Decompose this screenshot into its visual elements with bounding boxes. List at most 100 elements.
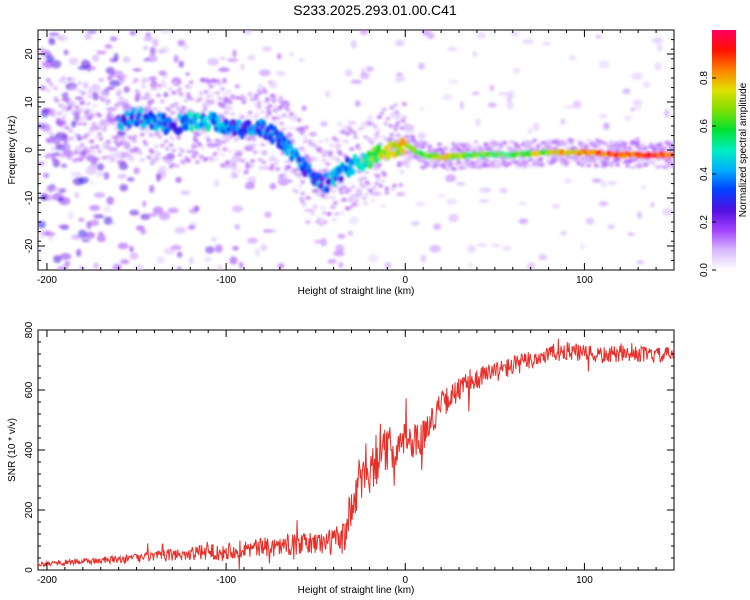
spectrogram-halo-blob (90, 149, 96, 154)
spectrogram-halo-blob (110, 113, 116, 118)
spectrogram-noise-blob (185, 72, 190, 76)
spectrogram-halo-blob (110, 157, 116, 162)
colorbar-axes: 0.0 0.2 0.4 0.6 0.8 (699, 71, 716, 277)
spectrogram-halo-blob (514, 159, 520, 164)
spectrogram-halo-blob (301, 202, 307, 207)
colorbar-tick-label: 0.0 (699, 263, 710, 277)
spectrogram-halo-blob (662, 165, 668, 170)
spectrogram-halo-blob (341, 130, 347, 135)
spectrogram-halo-blob (532, 138, 538, 143)
spectrogram-noise-blob (607, 224, 616, 230)
spectrogram-halo-blob (384, 186, 390, 191)
snr-panel: -200 -100 0 100 0 200 400 600 800 Height of stra… (7, 321, 675, 596)
spectrogram-halo-blob (271, 116, 277, 121)
spectrogram-halo-blob (118, 96, 124, 101)
spectrogram-halo-blob (68, 128, 74, 133)
spectrogram-noise-blob (487, 102, 497, 108)
spectrogram-halo-blob (368, 188, 374, 193)
spectrogram-noise-blob (532, 122, 540, 132)
spectrogram-halo-blob (88, 108, 94, 113)
spectrogram-halo-blob (70, 87, 76, 92)
spectrogram-noise-blob (459, 101, 465, 110)
spectrogram-halo-blob (610, 160, 616, 165)
spectrogram-noise-blob (219, 56, 226, 61)
spectrogram-halo-blob (381, 107, 387, 112)
spectrogram-halo-blob (260, 142, 266, 147)
spectrogram-noise-blob (468, 263, 473, 268)
spectrogram-noise-blob (140, 229, 147, 235)
spectrogram-ridge-blob (323, 171, 329, 179)
spectrogram-halo-blob (146, 96, 152, 101)
spectrogram-halo-blob (406, 158, 412, 163)
spectrogram-halo-blob (94, 156, 100, 161)
spectrogram-halo-blob (273, 158, 279, 163)
spectrogram-ridge-blob (306, 162, 312, 170)
spectrogram-noise-blob (232, 49, 237, 58)
spectrogram-noise-blob (77, 176, 90, 184)
spectrogram-halo-blob (134, 96, 140, 101)
spectrogram-halo-blob (374, 181, 380, 186)
spectrogram-noise-blob (50, 60, 62, 69)
spectrogram-halo-blob (227, 106, 233, 111)
spectrogram-halo-blob (189, 149, 195, 154)
spectrogram-halo-blob (518, 162, 524, 167)
spectrogram-halo-blob (72, 121, 78, 126)
spectrogram-noise-blob (57, 224, 69, 229)
spectrogram-halo-blob (253, 96, 259, 101)
spectrogram-halo-blob (342, 125, 348, 130)
spectrogram-halo-blob (186, 149, 192, 154)
spectrogram-halo-blob (635, 141, 641, 146)
spectrogram-noise-blob (149, 184, 155, 194)
spectrogram-noise-blob (39, 47, 46, 55)
spectrogram-halo-blob (289, 111, 295, 116)
spectrogram-noise-blob (129, 209, 140, 216)
spectrogram-halo-blob (536, 143, 542, 148)
spectrogram-halo-blob (44, 122, 50, 127)
spectrogram-halo-blob (115, 103, 121, 108)
spectrogram-halo-blob (77, 88, 83, 93)
spectrogram-halo-blob (370, 198, 376, 203)
spectrogram-halo-blob (375, 129, 381, 134)
spectrogram-noise-blob (419, 106, 424, 112)
spectrogram-noise-blob (96, 163, 105, 171)
spectrogram-halo-blob (223, 97, 229, 102)
spectrogram-noise-blob (176, 251, 183, 258)
spectrogram-noise-blob (133, 167, 140, 175)
spectrogram-noise-blob (180, 190, 191, 195)
spectrogram-noise-blob (642, 80, 651, 89)
spectrogram-halo-blob (336, 143, 342, 148)
spectrogram-noise-blob (135, 225, 145, 231)
spectrogram-halo-blob (341, 197, 347, 202)
spectrogram-halo-blob (321, 158, 327, 163)
spectrogram-halo-blob (426, 163, 432, 168)
spectrogram-halo-blob (193, 151, 199, 156)
spectrogram-halo-blob (586, 163, 592, 168)
spectrogram-noise-blob (170, 244, 182, 251)
spectrogram-noise-blob (160, 46, 170, 54)
spectrogram-halo-blob (237, 152, 243, 157)
spectrogram-halo-blob (248, 163, 254, 168)
spectrogram-halo-blob (314, 188, 320, 193)
spectrogram-halo-blob (272, 104, 278, 109)
spectrogram-noise-blob (563, 178, 573, 184)
spectrogram-halo-blob (84, 133, 90, 138)
spectrogram-noise-blob (230, 171, 239, 179)
spectrogram-halo-blob (470, 161, 476, 166)
spectrogram-halo-blob (133, 78, 139, 83)
spectrogram-halo-blob (137, 149, 143, 154)
spectrogram-halo-blob (107, 86, 113, 91)
spectrogram-halo-blob (538, 156, 544, 161)
spectrogram-halo-blob (113, 135, 119, 140)
spectrogram-noise-blob (518, 201, 526, 206)
spectrogram-halo-blob (129, 158, 135, 163)
spectrogram-halo-blob (176, 135, 182, 140)
spectrogram-halo-blob (112, 147, 118, 152)
spectrogram-ridge-blob (206, 122, 212, 130)
spectrogram-noise-blob (394, 78, 403, 84)
spectrogram-noise-blob (86, 220, 92, 230)
spectrogram-halo-blob (97, 132, 103, 137)
spectrogram-halo-blob (252, 143, 258, 148)
snr-ytick-label: 600 (24, 381, 35, 398)
snr-ytick-label: 0 (24, 567, 35, 573)
